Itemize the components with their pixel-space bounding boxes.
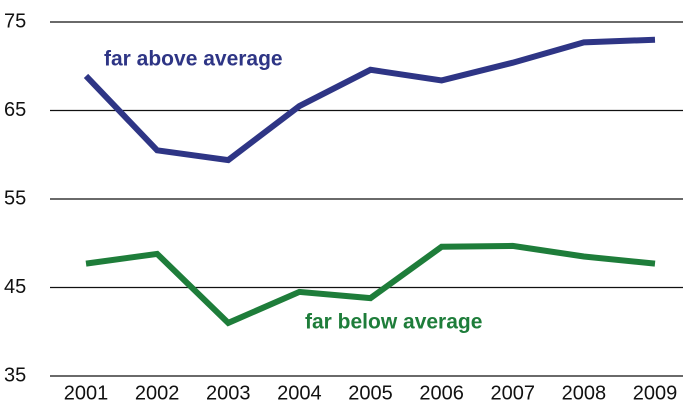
- series-label: far below average: [305, 311, 482, 334]
- y-tick-label: 35: [4, 364, 26, 386]
- y-tick-label: 55: [4, 187, 26, 209]
- series-line: [85, 242, 656, 327]
- series-line: [83, 36, 656, 164]
- x-tick-label: 2001: [64, 382, 109, 404]
- x-tick-label: 2006: [419, 382, 464, 404]
- x-tick-label: 2003: [206, 382, 251, 404]
- y-tick-label: 75: [4, 10, 26, 32]
- x-tick-label: 2008: [562, 382, 607, 404]
- x-tick-label: 2004: [277, 382, 322, 404]
- x-tick-label: 2007: [491, 382, 536, 404]
- x-tick-label: 2002: [135, 382, 180, 404]
- y-tick-label: 45: [4, 276, 26, 298]
- x-tick-label: 2005: [348, 382, 393, 404]
- x-tick-label: 2009: [633, 382, 678, 404]
- series-label: far above average: [104, 48, 283, 71]
- y-tick-label: 65: [4, 99, 26, 121]
